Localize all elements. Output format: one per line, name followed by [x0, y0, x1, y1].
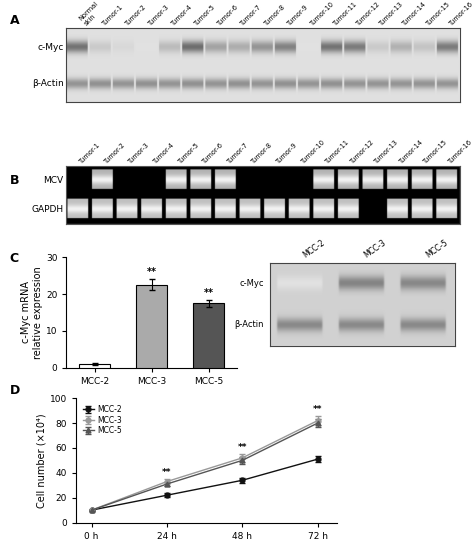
Text: MCC-3: MCC-3: [363, 238, 388, 260]
Bar: [79, 364, 110, 368]
Text: MCC-5: MCC-5: [424, 238, 450, 260]
Text: Tumor-7: Tumor-7: [226, 142, 249, 165]
Text: Tumor-1: Tumor-1: [101, 3, 124, 27]
Text: c-Myc: c-Myc: [239, 279, 264, 288]
Text: Tumor-2: Tumor-2: [124, 3, 147, 27]
Text: Tumor-16: Tumor-16: [448, 1, 474, 27]
Text: GAPDH: GAPDH: [31, 205, 64, 214]
Legend: MCC-2, MCC-3, MCC-5: MCC-2, MCC-3, MCC-5: [80, 402, 125, 438]
Text: Tumor-8: Tumor-8: [251, 142, 274, 165]
Text: β-Actin: β-Actin: [235, 320, 264, 330]
Text: Tumor-12: Tumor-12: [349, 139, 375, 165]
Text: Tumor-7: Tumor-7: [240, 3, 263, 27]
Bar: [193, 303, 224, 368]
Text: Tumor-15: Tumor-15: [423, 139, 449, 165]
Text: D: D: [9, 384, 20, 398]
Text: Tumor-11: Tumor-11: [325, 139, 351, 165]
Text: **: **: [203, 288, 214, 298]
Text: Tumor-3: Tumor-3: [147, 3, 171, 27]
Text: Tumor-13: Tumor-13: [379, 1, 405, 27]
Text: Tumor-4: Tumor-4: [171, 3, 194, 27]
Y-axis label: c-Myc mRNA
relative expression: c-Myc mRNA relative expression: [21, 266, 43, 359]
Text: Tumor-6: Tumor-6: [217, 3, 240, 27]
Text: **: **: [162, 468, 172, 477]
Bar: [136, 285, 167, 368]
Text: Normal
skin: Normal skin: [78, 1, 104, 27]
Text: Tumor-10: Tumor-10: [300, 139, 326, 165]
Text: Tumor-16: Tumor-16: [447, 139, 474, 165]
Text: Tumor-6: Tumor-6: [201, 142, 225, 165]
Text: Tumor-14: Tumor-14: [398, 139, 425, 165]
Text: Tumor-4: Tumor-4: [153, 142, 176, 165]
Text: A: A: [9, 14, 19, 27]
Text: β-Actin: β-Actin: [32, 79, 64, 88]
Text: Tumor-13: Tumor-13: [374, 139, 400, 165]
Text: Tumor-14: Tumor-14: [402, 1, 428, 27]
Text: MCC-2: MCC-2: [301, 238, 326, 260]
Text: Tumor-8: Tumor-8: [263, 3, 286, 27]
Text: Tumor-3: Tumor-3: [128, 142, 151, 165]
Text: Tumor-9: Tumor-9: [275, 142, 299, 165]
Text: Tumor-11: Tumor-11: [332, 1, 358, 27]
Text: c-Myc: c-Myc: [37, 43, 64, 52]
Text: Tumor-15: Tumor-15: [425, 1, 451, 27]
Text: Tumor-1: Tumor-1: [79, 142, 102, 165]
Text: Tumor-5: Tumor-5: [177, 142, 200, 165]
Text: **: **: [146, 268, 157, 278]
Text: Tumor-12: Tumor-12: [356, 1, 382, 27]
Text: **: **: [237, 444, 247, 452]
Text: Tumor-5: Tumor-5: [194, 3, 217, 27]
Text: C: C: [9, 252, 18, 265]
Y-axis label: Cell number (×10⁴): Cell number (×10⁴): [37, 413, 47, 508]
Text: Tumor-2: Tumor-2: [103, 142, 127, 165]
Text: **: **: [313, 405, 322, 414]
Text: Tumor-10: Tumor-10: [310, 1, 336, 27]
Text: Tumor-9: Tumor-9: [286, 3, 310, 27]
Text: MCV: MCV: [44, 176, 64, 185]
Text: B: B: [9, 174, 19, 187]
